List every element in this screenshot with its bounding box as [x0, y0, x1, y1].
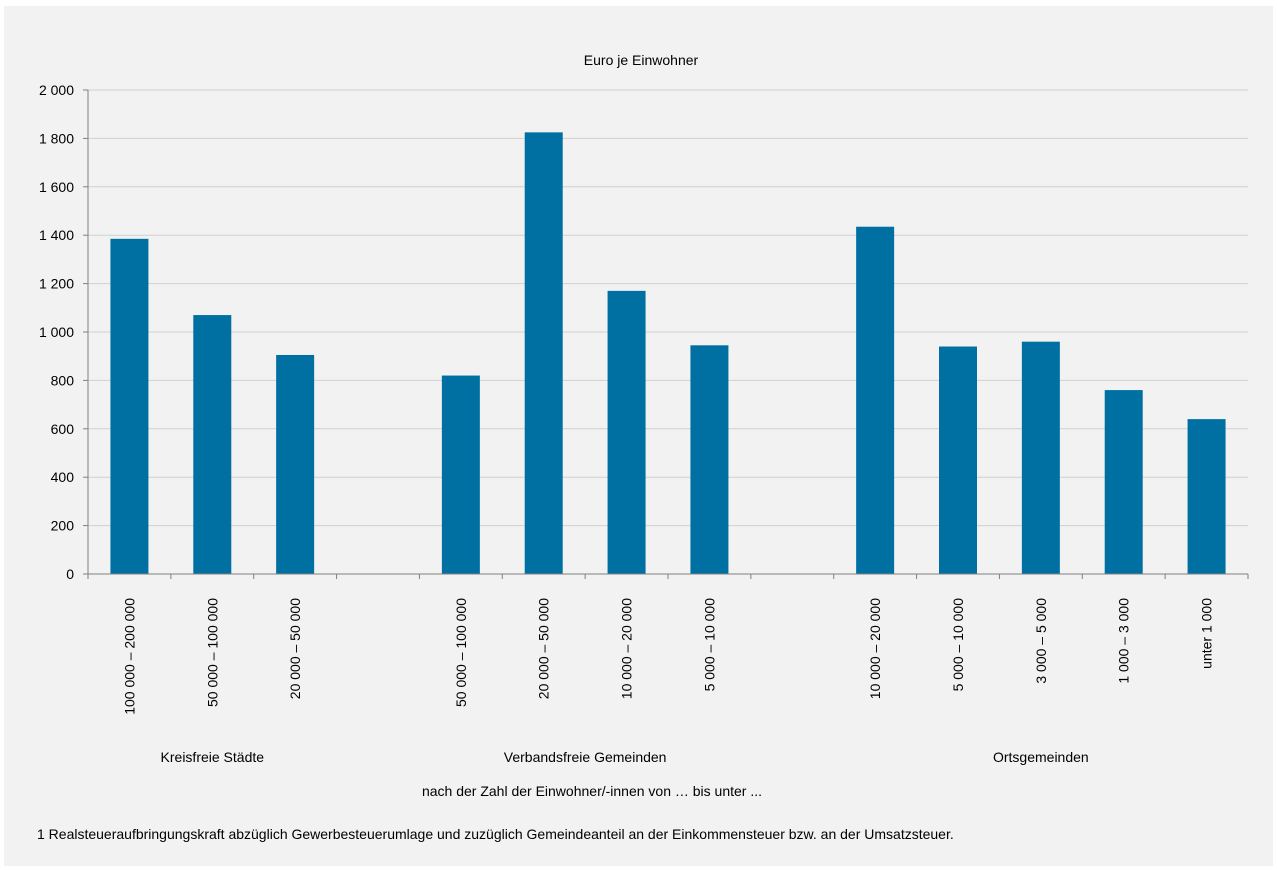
x-tick-label: 10 000 – 20 000	[867, 598, 883, 699]
footnote: 1 Realsteueraufbringungskraft abzüglich …	[37, 826, 954, 842]
bar	[856, 226, 895, 575]
bar	[1187, 419, 1226, 574]
y-tick-label: 1 400	[39, 227, 74, 243]
bar	[193, 315, 232, 574]
y-tick-label: 200	[51, 518, 75, 534]
x-tick-label: 3 000 – 5 000	[1033, 598, 1049, 684]
y-tick-label: 800	[51, 372, 75, 388]
x-tick-label: unter 1 000	[1199, 598, 1215, 669]
y-tick-label: 1 000	[39, 324, 74, 340]
axes	[83, 89, 1249, 579]
y-tick-label: 0	[66, 566, 74, 582]
bar	[110, 238, 149, 574]
y-tick-label: 1 600	[39, 179, 74, 195]
bar	[1104, 390, 1143, 574]
chart-title: Euro je Einwohner	[584, 52, 699, 68]
x-axis-title: nach der Zahl der Einwohner/-innen von ……	[422, 783, 762, 799]
x-tick-label: 10 000 – 20 000	[619, 598, 635, 699]
x-tick-label: 100 000 – 200 000	[121, 598, 137, 715]
x-tick-label: 20 000 – 50 000	[536, 598, 552, 699]
x-tick-label: 1 000 – 3 000	[1116, 598, 1132, 684]
bar	[690, 345, 729, 574]
x-tick-label: 20 000 – 50 000	[287, 598, 303, 699]
group-label: Verbandsfreie Gemeinden	[504, 749, 667, 765]
y-tick-label: 600	[51, 421, 75, 437]
group-label: Ortsgemeinden	[993, 749, 1089, 765]
x-tick-label: 50 000 – 100 000	[204, 598, 220, 707]
group-label: Kreisfreie Städte	[161, 749, 265, 765]
y-tick-label: 400	[51, 469, 75, 485]
x-tick-label: 50 000 – 100 000	[453, 598, 469, 707]
x-tick-label: 5 000 – 10 000	[701, 598, 717, 692]
bars	[110, 132, 1226, 575]
bar	[441, 375, 480, 574]
bar-chart: Euro je Einwohner nach der Zahl der Einw…	[39, 52, 1249, 799]
y-tick-label: 1 200	[39, 276, 74, 292]
tick-labels: 0 200 400 600 800 1 000 1 200 1 400 1 600 1 800 2 …	[39, 82, 1215, 765]
y-tick-label: 1 800	[39, 130, 74, 146]
bar	[607, 290, 646, 574]
bar	[939, 346, 977, 574]
bar	[524, 132, 563, 574]
chart-frame: Euro je Einwohner nach der Zahl der Einw…	[4, 6, 1273, 866]
y-tick-label: 2 000	[39, 82, 74, 98]
bar	[276, 354, 315, 574]
bar	[1021, 341, 1060, 574]
x-tick-label: 5 000 – 10 000	[950, 598, 966, 692]
gridlines	[88, 89, 1248, 527]
